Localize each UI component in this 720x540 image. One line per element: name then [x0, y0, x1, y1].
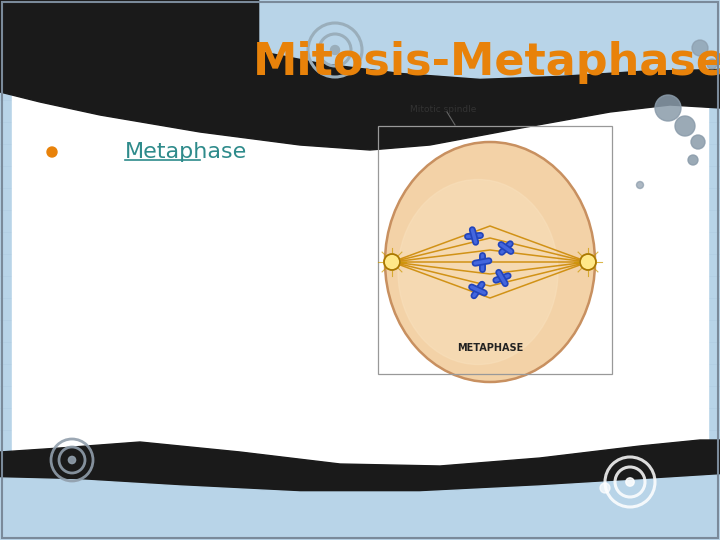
Bar: [378, 126, 612, 374]
Circle shape: [384, 254, 400, 270]
Circle shape: [691, 135, 705, 149]
Text: METAPHASE: METAPHASE: [457, 343, 523, 353]
Polygon shape: [0, 475, 720, 540]
Circle shape: [47, 147, 57, 157]
Circle shape: [580, 254, 596, 270]
Circle shape: [688, 155, 698, 165]
Polygon shape: [0, 440, 720, 540]
Ellipse shape: [398, 179, 558, 364]
Text: Mitotic spindle: Mitotic spindle: [410, 105, 477, 114]
Polygon shape: [260, 0, 720, 78]
Circle shape: [626, 478, 634, 486]
Ellipse shape: [385, 142, 595, 382]
Circle shape: [68, 456, 76, 464]
Circle shape: [675, 116, 695, 136]
Text: Metaphase: Metaphase: [125, 142, 247, 162]
Circle shape: [692, 40, 708, 56]
Circle shape: [707, 59, 717, 69]
Text: Mitosis-Metaphase: Mitosis-Metaphase: [253, 40, 720, 84]
Circle shape: [655, 95, 681, 121]
Circle shape: [636, 181, 644, 188]
Polygon shape: [0, 0, 720, 150]
Circle shape: [330, 45, 340, 55]
Bar: [12, 67, 708, 475]
Circle shape: [600, 483, 610, 493]
